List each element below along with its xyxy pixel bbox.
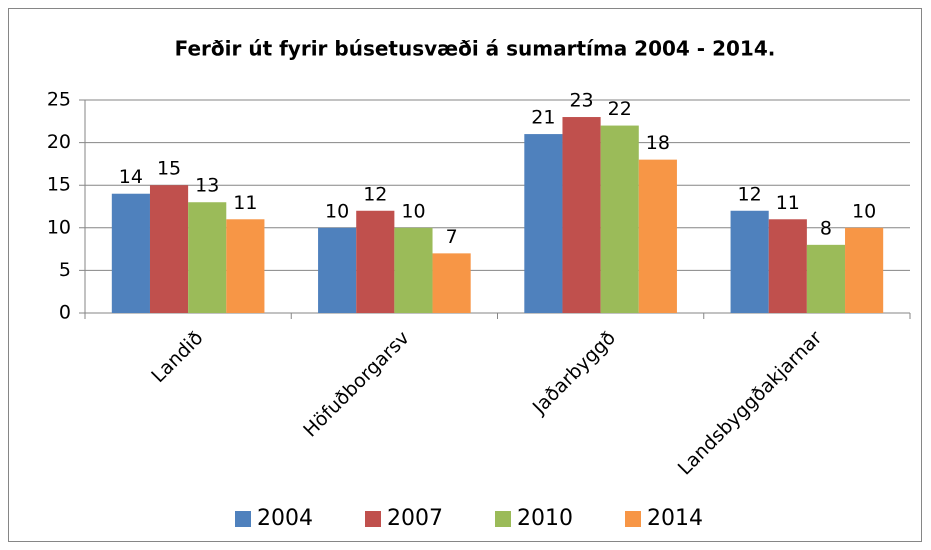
legend-swatch — [235, 511, 251, 527]
bar — [432, 253, 471, 313]
data-label: 11 — [233, 192, 257, 214]
data-label: 11 — [776, 192, 800, 214]
y-tick-label: 10 — [47, 216, 71, 238]
data-label: 18 — [646, 132, 670, 154]
data-label: 22 — [608, 98, 632, 120]
legend-label: 2010 — [517, 506, 573, 531]
legend-swatch — [625, 511, 641, 527]
bar — [394, 227, 433, 313]
bar — [356, 210, 395, 313]
data-label: 15 — [157, 158, 181, 180]
data-label: 8 — [820, 217, 832, 239]
bar — [845, 227, 884, 313]
bar — [562, 117, 601, 313]
y-tick-label: 20 — [47, 131, 71, 153]
data-label: 10 — [852, 200, 876, 222]
bar — [600, 125, 639, 313]
legend-label: 2014 — [647, 506, 703, 531]
bar — [768, 219, 807, 313]
legend-swatch — [495, 511, 511, 527]
bar — [318, 227, 357, 313]
y-tick-label: 25 — [47, 89, 71, 111]
legend-swatch — [365, 511, 381, 527]
data-label: 14 — [119, 166, 143, 188]
data-label: 13 — [195, 175, 219, 197]
data-label: 12 — [738, 183, 762, 205]
bar — [806, 244, 846, 313]
legend-label: 2007 — [387, 506, 443, 531]
y-tick-label: 15 — [47, 174, 71, 196]
bar — [730, 210, 769, 313]
y-tick-label: 5 — [59, 259, 71, 281]
bar — [226, 219, 265, 313]
data-label: 7 — [446, 226, 458, 248]
data-label: 23 — [569, 90, 593, 112]
data-label: 12 — [363, 183, 387, 205]
data-label: 10 — [401, 200, 425, 222]
y-tick-label: 0 — [59, 302, 71, 324]
bar — [524, 134, 563, 313]
data-label: 21 — [531, 107, 555, 129]
data-label: 10 — [325, 200, 349, 222]
bar — [111, 193, 150, 313]
legend-label: 2004 — [257, 506, 313, 531]
bar — [638, 159, 677, 313]
bar — [149, 185, 189, 313]
chart-title: Ferðir út fyrir búsetusvæði á sumartíma … — [175, 37, 776, 61]
bar — [188, 202, 227, 313]
